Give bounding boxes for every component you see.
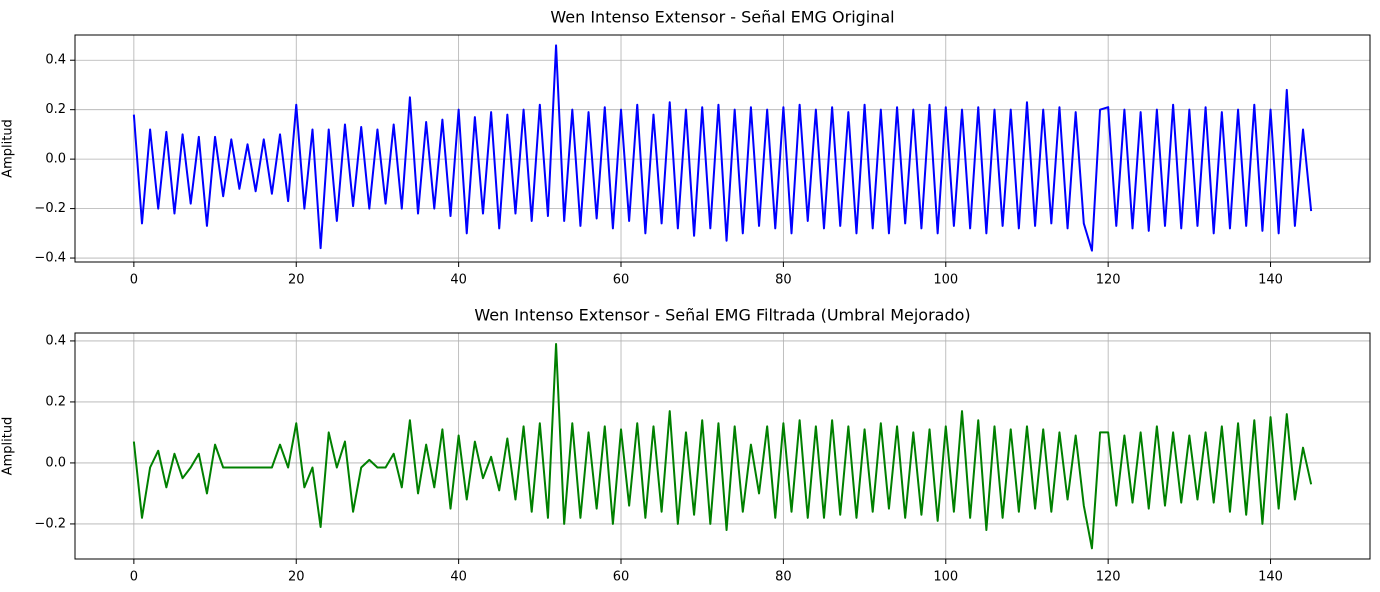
- y-tick-label: −0.4: [34, 251, 66, 266]
- y-tick-label: 0.0: [45, 152, 66, 167]
- x-tick-label: 80: [775, 273, 792, 288]
- x-tick-label: 120: [1096, 570, 1121, 585]
- y-tick-label: 0.0: [45, 455, 66, 470]
- x-tick-label: 20: [288, 570, 305, 585]
- chart-title: Wen Intenso Extensor - Señal EMG Filtrad…: [474, 306, 970, 325]
- x-tick-label: 80: [775, 570, 792, 585]
- x-tick-label: 100: [933, 273, 958, 288]
- x-tick-label: 40: [450, 570, 467, 585]
- x-tick-label: 0: [130, 570, 138, 585]
- x-tick-label: 0: [130, 273, 138, 288]
- x-tick-label: 100: [933, 570, 958, 585]
- y-axis-label: Amplitud: [1, 119, 16, 178]
- y-tick-label: 0.2: [45, 394, 66, 409]
- y-tick-label: 0.4: [45, 53, 66, 68]
- x-tick-label: 60: [613, 273, 630, 288]
- signal-line: [132, 342, 1313, 550]
- chart-title: Wen Intenso Extensor - Señal EMG Origina…: [550, 8, 894, 27]
- x-tick-label: 140: [1258, 273, 1283, 288]
- y-tick-label: −0.2: [34, 516, 66, 531]
- y-tick-label: −0.2: [34, 201, 66, 216]
- axes-frame: [74, 34, 1371, 263]
- signal-line: [132, 44, 1313, 252]
- x-tick-label: 120: [1096, 273, 1121, 288]
- x-tick-label: 20: [288, 273, 305, 288]
- x-tick-label: 140: [1258, 570, 1283, 585]
- y-tick-label: 0.4: [45, 333, 66, 348]
- y-axis-label: Amplitud: [1, 417, 16, 476]
- x-tick-label: 60: [613, 570, 630, 585]
- x-tick-label: 40: [450, 273, 467, 288]
- axes-frame: [74, 332, 1371, 560]
- y-tick-label: 0.2: [45, 102, 66, 117]
